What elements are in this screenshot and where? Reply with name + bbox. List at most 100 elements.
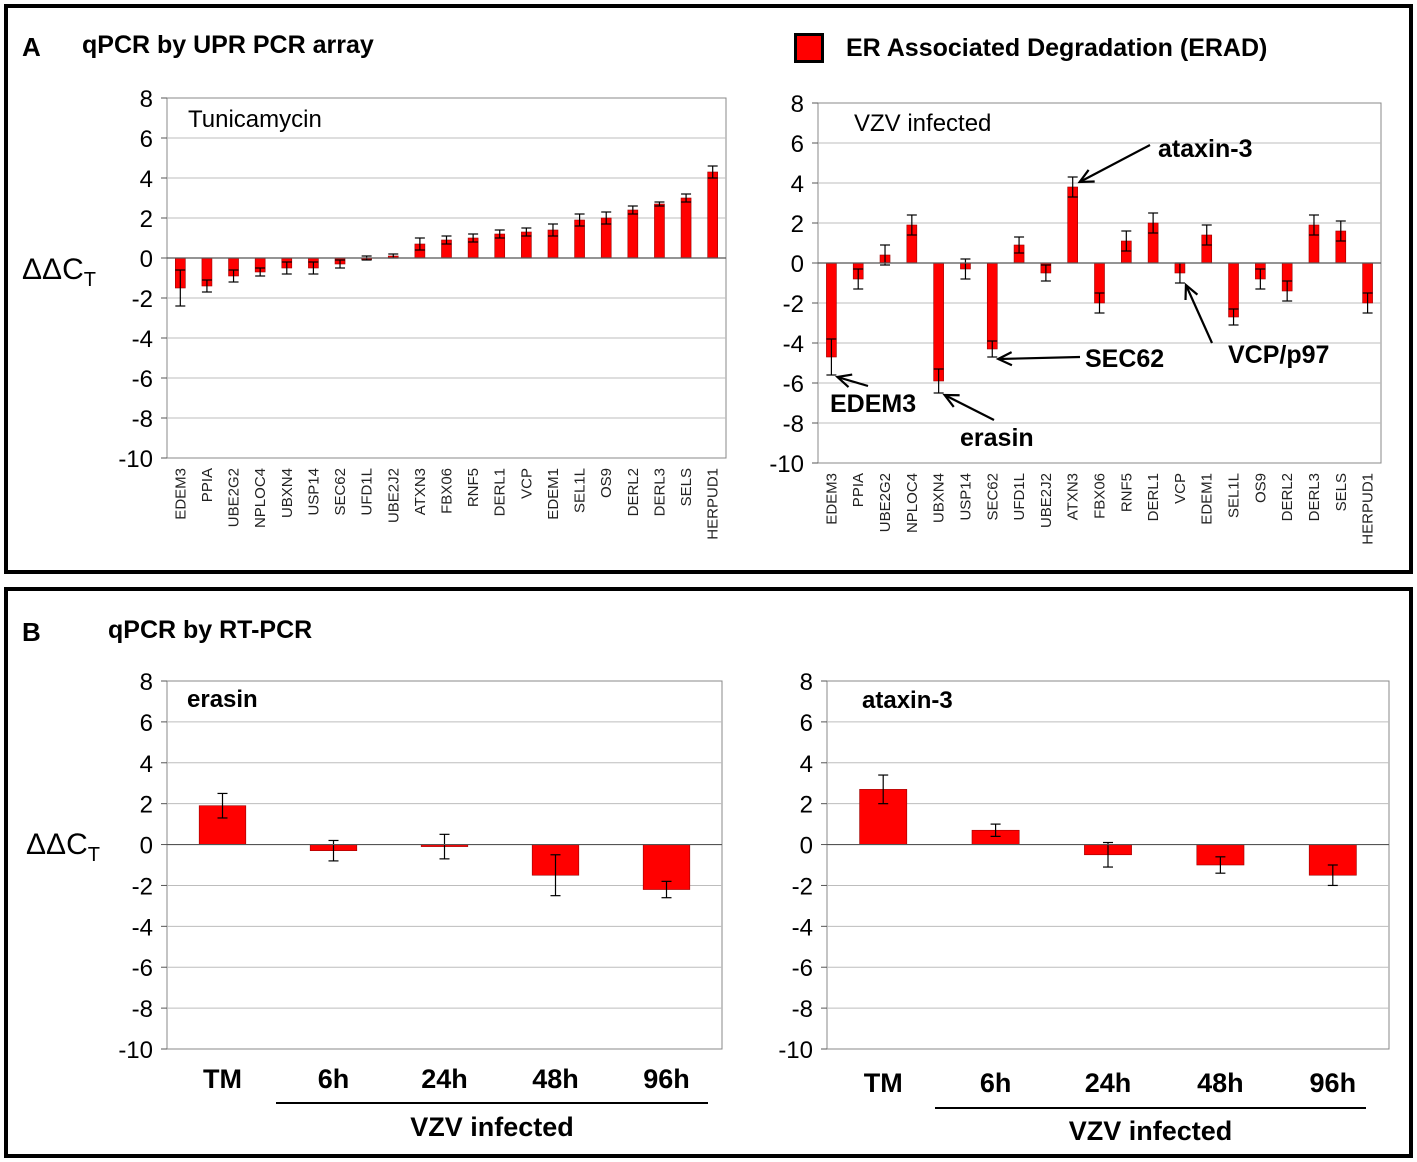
annotation-arrow — [837, 375, 869, 388]
vzv-xtick-label: UBE2G2 — [877, 473, 894, 532]
erasin-ytick-label: -8 — [132, 996, 153, 1023]
panel-b-label: B — [22, 617, 41, 647]
erasin-ytick-label: -10 — [118, 1037, 153, 1064]
vzv-xtick-label: DERL1 — [1145, 473, 1162, 521]
tunicamycin-ytick-label: 0 — [140, 246, 153, 273]
annotation-arrowhead — [942, 393, 960, 408]
tunicamycin-xtick-label: UBXN4 — [279, 468, 296, 518]
tunicamycin-xtick-label: ATXN3 — [412, 468, 429, 515]
ataxin3-xtick-label: 48h — [1197, 1068, 1244, 1098]
erasin-xtick-label: 6h — [318, 1064, 350, 1094]
ataxin3-ytick-label: -2 — [792, 873, 813, 900]
tunicamycin-xtick-label: EDEM3 — [172, 468, 189, 520]
tunicamycin-xtick-label: UFD1L — [359, 468, 376, 516]
tunicamycin-ytick-label: 8 — [140, 86, 153, 113]
vzv-xtick-label: USP14 — [957, 473, 974, 521]
tunicamycin-xtick-label: UBE2G2 — [226, 468, 243, 527]
tunicamycin-ytick-label: -4 — [132, 326, 153, 353]
ataxin3-ytick-label: 6 — [800, 710, 813, 737]
vzv-ytick-label: 6 — [791, 131, 804, 158]
legend-text: ER Associated Degradation (ERAD) — [846, 34, 1268, 62]
vzv-xtick-label: EDEM3 — [823, 473, 840, 525]
vzv-ytick-label: 8 — [791, 91, 804, 118]
annotation-arrowhead — [995, 351, 1013, 367]
tunicamycin-xtick-label: RNF5 — [465, 468, 482, 507]
vzv-xtick-label: UBE2J2 — [1038, 473, 1055, 528]
vzv-xtick-label: OS9 — [1252, 473, 1269, 503]
tunicamycin-xtick-label: VCP — [518, 468, 535, 499]
tunicamycin-plot-area — [166, 97, 727, 459]
ataxin3-ytick-label: -4 — [792, 914, 813, 941]
tunicamycin-xtick-label: SEL1L — [572, 468, 589, 513]
vzv-xtick-label: SELS — [1333, 473, 1350, 511]
vzv-xtick-label: VCP — [1172, 473, 1189, 504]
tunicamycin-xtick-label: OS9 — [598, 468, 615, 498]
tunicamycin-xtick-label: SEC62 — [332, 468, 349, 516]
tunicamycin-ytick-label: 6 — [140, 126, 153, 153]
ataxin3-ytick-label: 2 — [800, 792, 813, 819]
vzv-ytick-label: -4 — [783, 331, 804, 358]
vzv-ytick-label: -6 — [783, 371, 804, 398]
tunicamycin-xtick-label: UBE2J2 — [385, 468, 402, 523]
tunicamycin-xtick-label: DERL3 — [651, 468, 668, 516]
erasin-ytick-label: -6 — [132, 955, 153, 982]
annotation-arrowhead — [1184, 282, 1199, 301]
vzv-xtick-label: RNF5 — [1118, 473, 1135, 512]
erasin-ytick-label: -2 — [132, 873, 153, 900]
erasin-xtick-label: TM — [203, 1064, 242, 1094]
tunicamycin-ytick-label: 4 — [140, 166, 153, 193]
tunicamycin-xtick-label: EDEM1 — [545, 468, 562, 520]
vzv-xtick-label: EDEM1 — [1199, 473, 1216, 525]
vzv-ytick-label: -2 — [783, 291, 804, 318]
vzv-bar — [986, 262, 998, 350]
erasin-xtick-label: 96h — [643, 1064, 690, 1094]
vzv-ytick-label: 0 — [791, 251, 804, 278]
vzv-title: VZV infected — [854, 110, 991, 137]
vzv-xtick-label: SEC62 — [984, 473, 1001, 521]
annotation-arrow — [1184, 284, 1214, 344]
ataxin3-title: ataxin-3 — [862, 687, 953, 714]
tunicamycin-ytick-label: 2 — [140, 206, 153, 233]
tunicamycin-ytick-label: -6 — [132, 366, 153, 393]
tunicamycin-ytick-label: -8 — [132, 406, 153, 433]
tunicamycin-xtick-label: FBX06 — [439, 468, 456, 514]
panel-a-label: A — [22, 32, 41, 62]
vzv-xtick-label: ATXN3 — [1065, 473, 1082, 520]
erasin-ytick-label: 8 — [140, 669, 153, 696]
vzv-xtick-label: DERL3 — [1306, 473, 1323, 521]
ataxin3-group-label: VZV infected — [1069, 1116, 1233, 1146]
vzv-xtick-label: UBXN4 — [931, 473, 948, 523]
ataxin3-ytick-label: -8 — [792, 996, 813, 1023]
vzv-xtick-label: FBX06 — [1092, 473, 1109, 519]
vzv-ytick-label: 2 — [791, 211, 804, 238]
vzv-bar — [1067, 186, 1078, 264]
vzv-xtick-label: SEL1L — [1226, 473, 1243, 518]
annotation-arrow — [998, 355, 1081, 361]
erasin-title: erasin — [187, 686, 258, 713]
tunicamycin-xtick-label: DERL2 — [625, 468, 642, 516]
tunicamycin-xtick-label: USP14 — [305, 468, 322, 516]
vzv-xtick-label: HERPUD1 — [1360, 473, 1377, 545]
tunicamycin-bar — [680, 197, 692, 259]
vzv-xtick-label: UFD1L — [1011, 473, 1028, 521]
annotation-label: erasin — [960, 424, 1034, 452]
vzv-xtick-label: PPIA — [850, 473, 867, 507]
panel-a-title: qPCR by UPR PCR array — [82, 31, 374, 59]
erasin-xtick-label: 48h — [532, 1064, 579, 1094]
erasin-ytick-label: 4 — [140, 751, 153, 778]
ataxin3-xtick-label: 96h — [1310, 1068, 1357, 1098]
tunicamycin-bar — [627, 209, 639, 259]
tunicamycin-bar — [654, 203, 665, 259]
tunicamycin-ytick-label: -2 — [132, 286, 153, 313]
vzv-ytick-label: -8 — [783, 411, 804, 438]
panel-b-ylabel: ΔΔCT — [26, 828, 100, 866]
ataxin3-ytick-label: -6 — [792, 955, 813, 982]
vzv-bar — [933, 262, 944, 382]
ataxin3-ytick-label: 0 — [800, 833, 813, 860]
tunicamycin-title: Tunicamycin — [188, 106, 322, 133]
erasin-ytick-label: 2 — [140, 792, 153, 819]
erasin-plot-area — [166, 680, 723, 1050]
annotation-label: ataxin-3 — [1158, 135, 1252, 163]
tunicamycin-xtick-label: DERL1 — [492, 468, 509, 516]
vzv-xtick-label: DERL2 — [1279, 473, 1296, 521]
